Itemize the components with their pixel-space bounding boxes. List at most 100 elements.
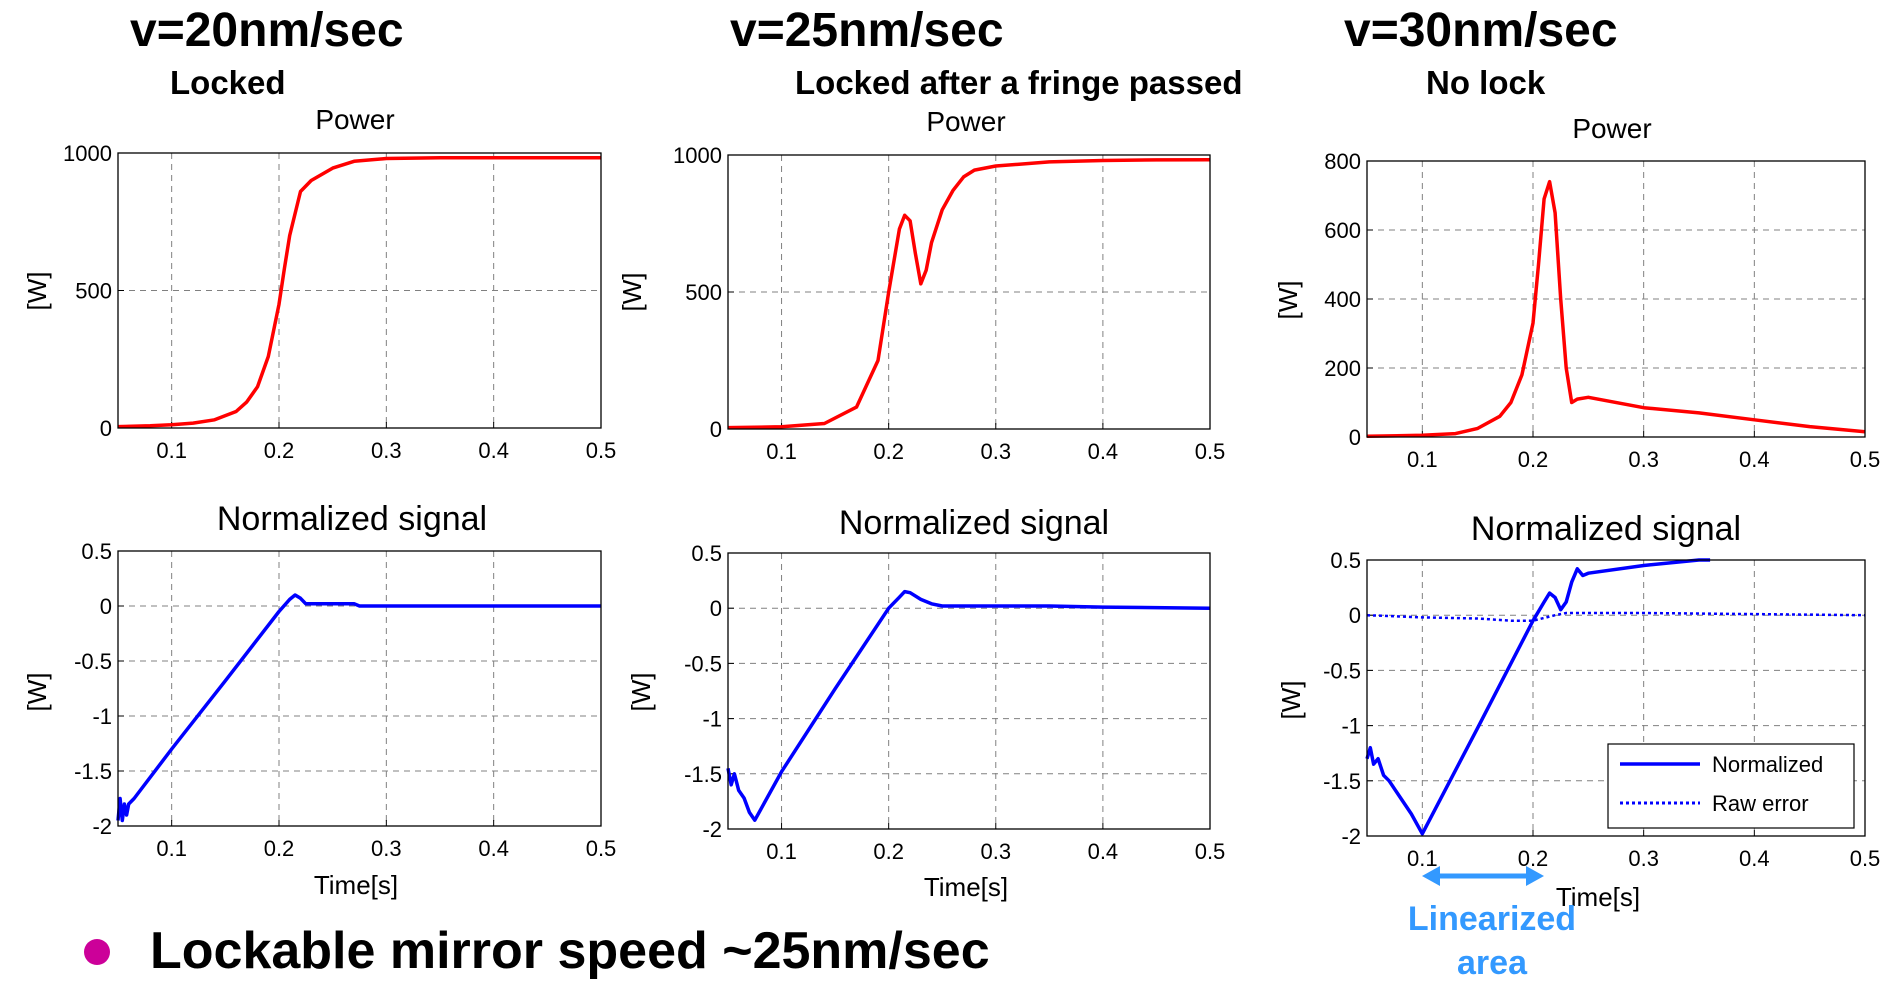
x-tick-label: 0.1 [156,438,187,463]
y-axis-label: [W] [22,272,52,311]
y-tick-label: 0 [710,596,722,621]
bullet-dot [84,939,110,965]
linearized-annotation: Linearized area [1408,866,1576,982]
x-tick-label: 0.1 [766,439,797,464]
y-tick-label: 0 [1349,425,1361,450]
status-label-3: No lock [1426,64,1546,101]
y-tick-label: -0.5 [1323,658,1361,683]
x-tick-label: 0.4 [1088,839,1119,864]
y-tick-label: -2 [1341,824,1361,849]
x-tick-label: 0.3 [371,836,402,861]
y-axis-label: [W] [1273,281,1303,320]
x-tick-label: 0.2 [1518,447,1549,472]
x-tick-label: 0.5 [1195,839,1226,864]
plot-power-2: Power [W] 0.1 0.2 0.3 0.4 0.5 0 500 1000 [617,106,1225,464]
y-tick-label: 400 [1324,287,1361,312]
y-tick-label: 500 [75,279,112,304]
signal-line [116,593,601,823]
x-tick-label: 0.2 [264,836,295,861]
speed-header-3: v=30nm/sec [1344,4,1618,57]
y-tick-label: -0.5 [74,649,112,674]
y-tick-label: -2 [92,814,112,839]
x-tick-label: 0.3 [1628,846,1659,871]
y-axis-label: [W] [1276,681,1306,720]
x-tick-label: 0.4 [478,836,509,861]
arrow-head-left [1422,866,1440,886]
x-tick-label: 0.5 [1850,846,1881,871]
y-tick-label: 0 [100,416,112,441]
axes-frame [1366,559,1866,837]
y-tick-label: 0 [100,594,112,619]
plot-title: Normalized signal [1471,510,1741,548]
plot-title: Power [315,104,394,135]
status-label-1: Locked [170,64,286,101]
plot-title: Power [926,106,1005,137]
plot-title: Normalized signal [839,504,1109,542]
plot-signal-1: Normalized signal [W] Time[s] 0.1 0.2 0.3 0… [22,500,616,900]
power-line [1366,179,1866,439]
power-line [117,155,601,429]
y-axis-label: [W] [626,673,656,712]
y-tick-label: 500 [685,280,722,305]
x-axis-label: Time[s] [314,870,398,900]
plot-signal-3: Normalized signal [W] Time[s] 0.1 0.2 0.3 0… [1276,510,1880,912]
x-tick-label: 0.2 [1518,846,1549,871]
x-tick-label: 0.4 [1739,447,1770,472]
y-tick-label: 200 [1324,356,1361,381]
status-label-2: Locked after a fringe passed [795,64,1242,101]
arrow-head-right [1526,866,1544,886]
plot-title: Power [1572,113,1651,144]
annotation-line2: area [1457,944,1528,982]
y-tick-label: -1 [1341,714,1361,739]
legend-label-raw-error: Raw error [1712,791,1809,816]
legend: Normalized Raw error [1607,743,1855,829]
y-tick-label: -1.5 [684,762,722,787]
plot-area [728,553,1210,829]
x-tick-label: 0.1 [1407,846,1438,871]
y-tick-label: 600 [1324,218,1361,243]
y-tick-label: -1.5 [1323,769,1361,794]
y-tick-label: -1 [702,707,722,732]
x-axis-label: Time[s] [1556,882,1640,912]
x-tick-label: 0.1 [1407,447,1438,472]
x-tick-label: 0.1 [766,839,797,864]
y-axis-label: [W] [617,273,647,312]
x-tick-label: 0.2 [264,438,295,463]
x-tick-label: 0.1 [156,836,187,861]
x-tick-label: 0.2 [873,439,904,464]
legend-box [1607,743,1855,829]
x-tick-label: 0.3 [980,839,1011,864]
plot-title: Normalized signal [217,500,487,538]
speed-header-1: v=20nm/sec [130,4,404,57]
x-tick-label: 0.2 [873,839,904,864]
plot-power-1: Power [W] 0.1 0.2 0.3 0.4 0.5 0 500 1000 [22,104,616,463]
x-axis-label: Time[s] [924,872,1008,902]
x-tick-label: 0.3 [371,438,402,463]
x-tick-label: 0.5 [586,836,617,861]
axes-frame [727,154,1211,430]
y-tick-label: -0.5 [684,651,722,676]
x-tick-label: 0.5 [1195,439,1226,464]
power-line [727,157,1211,430]
signal-line [726,589,1211,822]
x-tick-label: 0.5 [586,438,617,463]
y-tick-label: 0.5 [81,539,112,564]
y-tick-label: 0 [710,417,722,442]
y-tick-label: -2 [702,817,722,842]
speed-header-2: v=25nm/sec [730,4,1004,57]
x-tick-label: 0.5 [1850,447,1881,472]
series-line-normalized [1365,558,1711,836]
y-axis-label: [W] [22,673,52,712]
x-tick-label: 0.4 [478,438,509,463]
plot-area [118,551,601,826]
x-tick-label: 0.4 [1739,846,1770,871]
y-tick-label: 1000 [63,141,112,166]
axes-frame [117,550,602,827]
y-tick-label: 800 [1324,149,1361,174]
y-tick-label: 1000 [673,143,722,168]
axes-frame [727,552,1211,830]
axes-frame [1366,160,1866,438]
y-tick-label: -1 [92,704,112,729]
plot-signal-2: Normalized signal [W] Time[s] 0.1 0.2 0.3 0… [626,504,1225,902]
bullet-text: Lockable mirror speed ~25nm/sec [150,922,990,980]
